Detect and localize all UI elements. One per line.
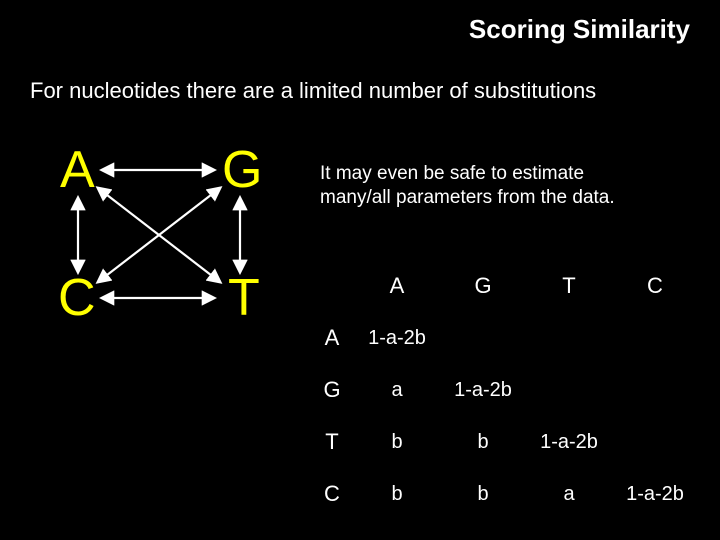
note-line2: many/all parameters from the data. [320, 187, 615, 208]
cell: 1-a-2b [612, 468, 698, 520]
substitution-graph [30, 130, 290, 340]
col-header-a: A [354, 260, 440, 312]
cell: a [354, 364, 440, 416]
cell: 1-a-2b [440, 364, 526, 416]
col-header-c: C [612, 260, 698, 312]
cell [526, 312, 612, 364]
cell [440, 312, 526, 364]
cell [612, 416, 698, 468]
col-header-g: G [440, 260, 526, 312]
col-header-t: T [526, 260, 612, 312]
cell: 1-a-2b [526, 416, 612, 468]
cell: a [526, 468, 612, 520]
row-header-g: G [310, 364, 354, 416]
cell [612, 312, 698, 364]
cell: b [440, 416, 526, 468]
page-title: Scoring Similarity [469, 14, 690, 45]
cell: b [354, 416, 440, 468]
note-text: It may even be safe to estimate many/all… [320, 162, 615, 210]
cell: b [440, 468, 526, 520]
row-header-a: A [310, 312, 354, 364]
cell [612, 364, 698, 416]
cell: 1-a-2b [354, 312, 440, 364]
row-header-c: C [310, 468, 354, 520]
note-line1: It may even be safe to estimate [320, 163, 584, 184]
substitution-matrix: A G T C A 1-a-2b G a 1-a-2b T b b 1-a-2b [310, 260, 698, 520]
cell: b [354, 468, 440, 520]
row-header-t: T [310, 416, 354, 468]
cell [526, 364, 612, 416]
subtitle: For nucleotides there are a limited numb… [30, 78, 596, 104]
